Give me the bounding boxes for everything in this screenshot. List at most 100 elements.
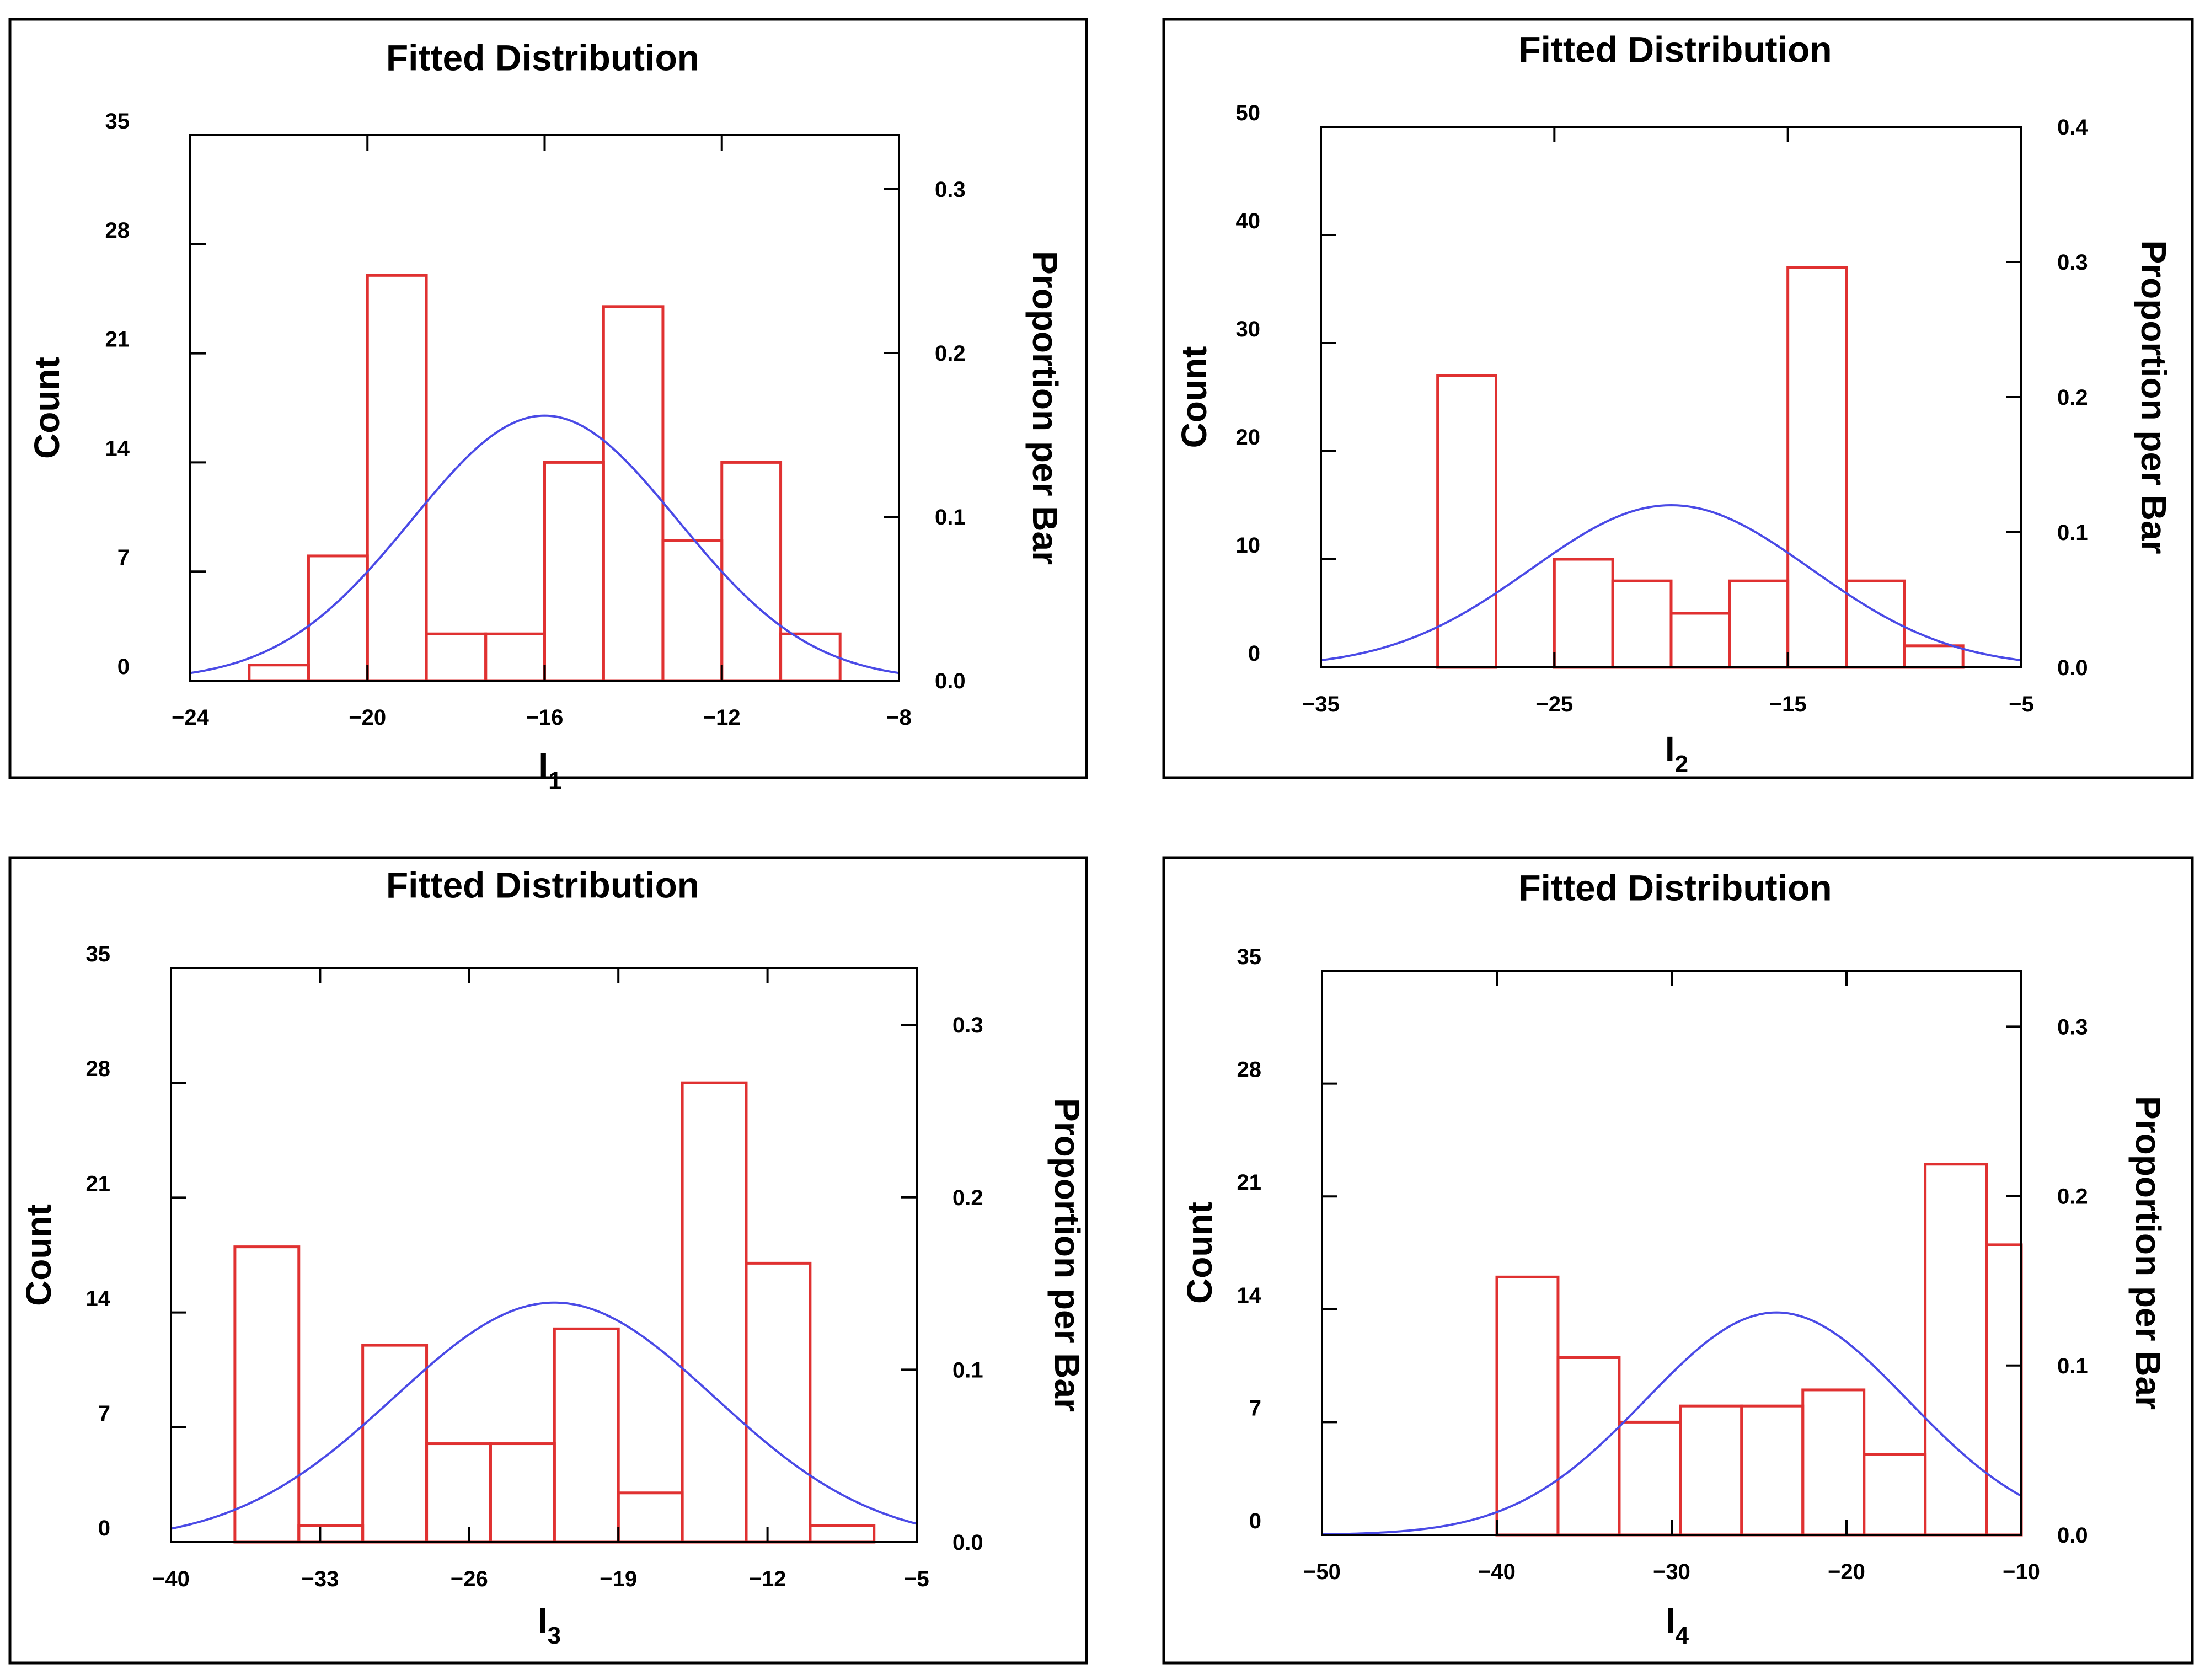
x-tick-label: −12	[749, 1567, 786, 1591]
y2-axis-label: Proportion per Bar	[2134, 240, 2174, 554]
histogram-bar	[1801, 1388, 1866, 1537]
y2-axis-label: Proportion per Bar	[2128, 1096, 2168, 1410]
y-tick-label: 40	[1236, 209, 1261, 233]
y-tick-label: 28	[105, 218, 130, 243]
y2-tick-label: 0.3	[2057, 1015, 2088, 1039]
y-tick-label: 35	[86, 942, 111, 966]
y-tick-label: 14	[105, 436, 130, 461]
x-tick-label: −19	[600, 1567, 637, 1591]
panel-frame	[8, 856, 1088, 1665]
y-tick-label: 20	[1236, 425, 1261, 450]
histogram-bar	[1728, 579, 1790, 669]
panel-frame	[8, 18, 1088, 779]
y-tick-label: 14	[86, 1287, 111, 1311]
chart-panel-3: Fitted Distribution −40 −33 −26 −19 −12 −5 0 7 14…	[8, 856, 1088, 1665]
y-tick-label: 28	[86, 1057, 111, 1081]
x-tick-label: −26	[451, 1567, 488, 1591]
histogram-bar	[1863, 1453, 1927, 1537]
histogram-bar	[681, 1081, 748, 1544]
y-tick-label: 0	[1248, 641, 1260, 666]
histogram-bar	[248, 664, 310, 682]
x-axis-label: I3	[538, 1601, 561, 1649]
panel-frame	[1162, 856, 2194, 1665]
chart-panel-2: Fitted Distribution −35 −25 −15 −5 0 10 20 30 40 5…	[1162, 18, 2194, 779]
histogram-bar	[720, 461, 783, 682]
plot-area-border	[170, 967, 918, 1543]
histogram-bar	[233, 1245, 301, 1544]
histogram-bar	[297, 1524, 365, 1544]
y2-tick-label: 0.3	[952, 1013, 983, 1037]
y2-tick-label: 0.0	[935, 669, 966, 693]
y-axis-label: Count	[27, 357, 67, 459]
x-tick-label: −5	[2009, 692, 2034, 716]
chart-panel-1: Fitted Distribution −24 −20 −16 −12 −8 0 7 14 21 2…	[8, 18, 1088, 794]
y2-tick-label: 0.1	[2057, 1354, 2088, 1378]
y-tick-label: 7	[98, 1401, 110, 1426]
fitted-curve	[190, 414, 900, 675]
y2-tick-label: 0.0	[2057, 1523, 2088, 1548]
y-tick-label: 7	[117, 545, 130, 570]
histogram-bar	[1740, 1404, 1805, 1537]
fitted-curve	[170, 1301, 917, 1530]
x-tick-label: −8	[886, 705, 912, 730]
fitted-curve	[1321, 1311, 2022, 1535]
histogram-bar	[366, 274, 428, 682]
histogram-bar	[617, 1491, 684, 1544]
x-tick-label: −24	[172, 705, 210, 730]
chart-panel-4: Fitted Distribution −50 −40 −30 −20 −10 0 7 14 21…	[1162, 856, 2194, 1665]
histogram-bar	[1786, 266, 1848, 669]
histogram-bar	[425, 632, 488, 682]
y-tick-label: 7	[1249, 1396, 1261, 1420]
fitted-curve	[1320, 504, 2022, 662]
x-tick-label: −30	[1653, 1560, 1690, 1584]
y-tick-label: 0	[117, 655, 130, 679]
x-tick-label: −15	[1769, 692, 1807, 716]
x-tick-label: −25	[1535, 692, 1573, 716]
histogram-bar	[553, 1327, 620, 1544]
x-axis-label: I2	[1665, 729, 1688, 778]
x-axis-label: I1	[538, 746, 561, 794]
x-tick-label: −16	[526, 705, 564, 730]
y2-tick-label: 0.2	[952, 1186, 983, 1210]
y2-tick-label: 0.0	[2057, 656, 2088, 680]
y2-tick-label: 0.1	[2057, 521, 2088, 545]
y-tick-label: 0	[1249, 1509, 1261, 1533]
histogram-bar	[1553, 558, 1614, 669]
y-axis-label: Count	[1174, 346, 1214, 448]
histogram-bar	[809, 1524, 876, 1544]
y-axis-label: Count	[1180, 1202, 1219, 1304]
x-tick-label: −40	[152, 1567, 190, 1591]
x-tick-label: −35	[1302, 692, 1340, 716]
histogram-bar	[602, 305, 665, 682]
y2-axis-label: Proportion per Bar	[1047, 1098, 1087, 1412]
y2-tick-label: 0.2	[2057, 386, 2088, 410]
y-tick-label: 35	[1237, 945, 1262, 969]
x-tick-label: −12	[703, 705, 741, 730]
panel-frame	[1162, 18, 2194, 779]
y2-tick-label: 0.1	[952, 1358, 983, 1382]
chart-title: Fitted Distribution	[1518, 867, 1832, 908]
plot-area-border	[1321, 970, 2022, 1536]
histogram-bar	[1903, 644, 1965, 669]
x-tick-label: −5	[904, 1567, 929, 1591]
chart-title: Fitted Distribution	[386, 37, 699, 78]
y-tick-label: 28	[1237, 1058, 1262, 1082]
y-tick-label: 21	[1237, 1170, 1262, 1195]
histogram-bar	[1556, 1356, 1621, 1537]
y2-tick-label: 0.2	[935, 341, 966, 366]
x-tick-label: −40	[1478, 1560, 1516, 1584]
histogram-bar	[1985, 1243, 2023, 1537]
y2-axis-label: Proportion per Bar	[1025, 251, 1065, 565]
histogram-bar	[1669, 612, 1731, 669]
histogram-bar	[489, 1442, 556, 1544]
y2-tick-label: 0.1	[935, 505, 966, 529]
y-tick-label: 50	[1236, 101, 1261, 125]
y-tick-label: 10	[1236, 533, 1261, 558]
histogram-bar	[484, 632, 547, 682]
x-tick-label: −50	[1303, 1560, 1341, 1584]
y2-tick-label: 0.3	[2057, 250, 2088, 275]
histogram-bar	[1679, 1404, 1743, 1537]
y-tick-label: 0	[98, 1516, 110, 1540]
x-tick-label: −20	[349, 705, 386, 730]
